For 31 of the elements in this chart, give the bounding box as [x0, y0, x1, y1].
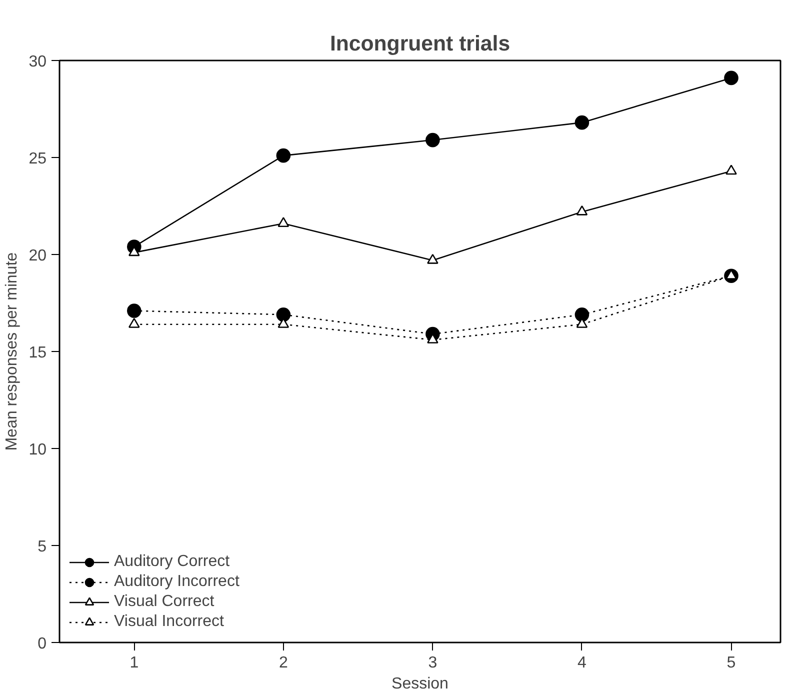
- y-tick-label: 15: [28, 344, 47, 362]
- x-tick-label: 5: [726, 654, 736, 672]
- x-tick-label: 3: [428, 654, 438, 672]
- point: [276, 148, 291, 163]
- y-axis-title: Mean responses per minute: [4, 252, 21, 451]
- point: [726, 164, 737, 175]
- y-tick-label: 20: [28, 248, 47, 264]
- point: [426, 132, 440, 148]
- point: [126, 304, 142, 318]
- chart-title: Incongruent trials: [330, 32, 510, 56]
- y-tick-label: 0: [38, 636, 47, 652]
- point: [574, 308, 590, 322]
- y-tick-label: 5: [38, 538, 47, 556]
- y-tick-label: 30: [28, 54, 47, 70]
- point: [576, 205, 588, 216]
- legend-label: Auditory Incorrect: [114, 573, 240, 591]
- point: [724, 70, 738, 86]
- point: [128, 318, 140, 328]
- legend-label: Auditory Correct: [114, 553, 230, 571]
- x-axis-title: Session: [392, 676, 448, 692]
- point: [278, 217, 290, 227]
- x-tick-label: 4: [578, 654, 587, 672]
- legend-label: Visual Incorrect: [114, 613, 224, 631]
- legend-label: Visual Correct: [114, 593, 214, 611]
- point: [574, 115, 590, 130]
- point: [427, 254, 438, 264]
- y-tick-label: 10: [28, 442, 47, 458]
- x-tick-label: 1: [130, 654, 139, 672]
- x-tick-label: 2: [278, 654, 288, 672]
- y-tick-label: 25: [28, 150, 47, 168]
- point: [276, 308, 291, 322]
